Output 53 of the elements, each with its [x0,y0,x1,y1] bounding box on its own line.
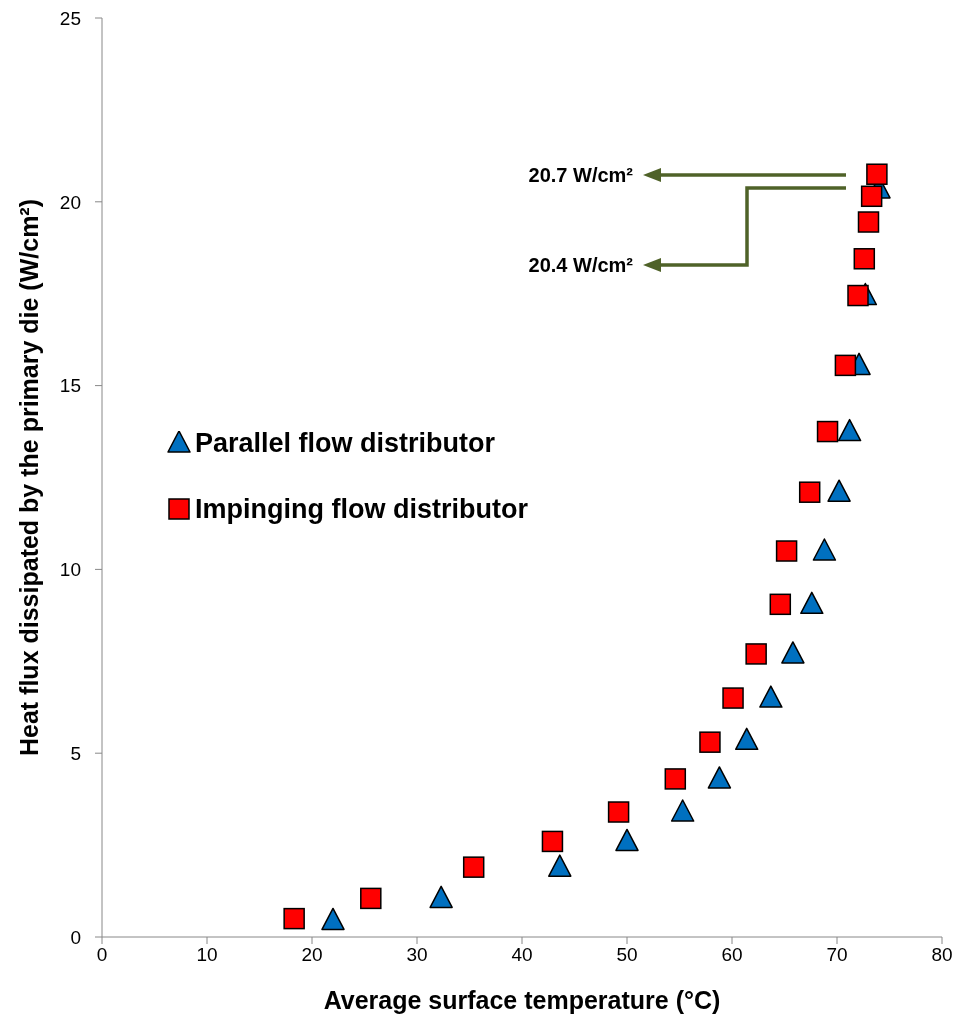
point [541,830,564,853]
x-tick-label: 10 [196,944,218,966]
point [800,591,824,615]
x-axis-title: Average surface temperature (°C) [323,986,721,1014]
point [607,801,630,823]
point [857,211,880,233]
point [360,887,382,910]
y-axis-title: Heat flux dissipated by the primary die (W/cm²) [15,198,43,757]
x-tick-label: 30 [406,944,428,966]
x-tick-label: 50 [616,944,638,966]
point [798,481,821,503]
point [834,354,857,377]
y-tick-label: 15 [59,375,81,397]
point [827,479,851,502]
point [860,185,883,208]
point [321,907,345,931]
point [548,854,572,877]
y-tick-label: 25 [59,7,81,29]
point [781,641,805,664]
y-tick-label: 0 [70,926,81,948]
point [775,540,798,562]
point [837,418,862,442]
point [866,163,888,185]
annotation: 20.7 W/cm² [528,164,634,186]
point [745,643,767,665]
point [759,685,783,708]
x-tick-label: 0 [96,944,108,966]
point [699,731,721,753]
y-tick-label: 10 [59,559,81,581]
annotation: 20.4 W/cm² [528,254,634,276]
point [707,766,732,789]
point [847,284,869,307]
x-tick-label: 20 [301,944,323,966]
point [664,768,687,790]
legend-label: Impinging flow distributor [195,493,528,525]
point [429,885,453,909]
x-tick-label: 60 [721,944,743,966]
y-tick-label: 20 [59,191,81,213]
point [816,420,839,443]
point [734,727,759,751]
x-tick-label: 70 [826,944,848,966]
point [462,856,485,878]
point [722,687,744,709]
legend-label: Parallel flow distributor [195,427,496,459]
point [670,799,695,822]
point [812,538,837,561]
x-tick-label: 40 [511,944,533,966]
x-tick-label: 80 [931,944,953,966]
point [769,593,792,616]
point [615,828,639,852]
point [853,248,876,270]
point [283,907,305,930]
y-tick-label: 5 [70,742,81,764]
